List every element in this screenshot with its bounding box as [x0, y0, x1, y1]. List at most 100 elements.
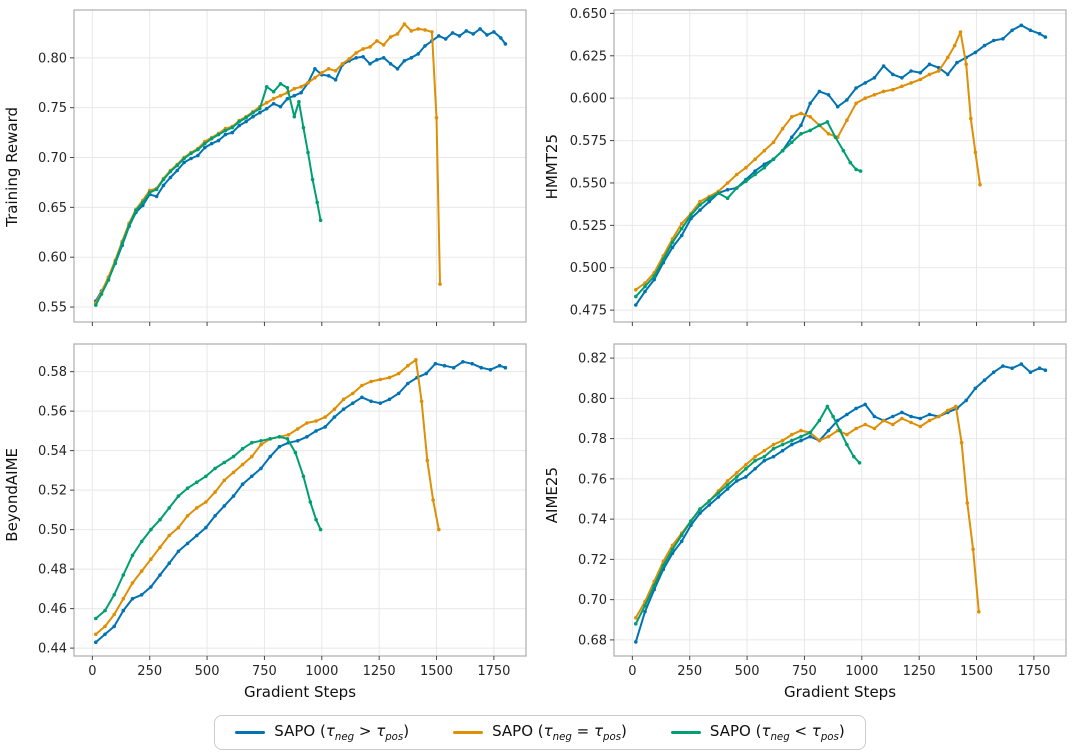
- series-marker-0: [1037, 31, 1042, 36]
- series-marker-1: [799, 428, 803, 433]
- series-marker-2: [799, 132, 803, 136]
- series-marker-1: [909, 420, 913, 425]
- series-marker-1: [437, 527, 441, 532]
- series-marker-0: [409, 56, 414, 60]
- series-marker-2: [141, 200, 145, 205]
- series-marker-0: [121, 608, 126, 613]
- y-axis-label-text: HMMT25: [543, 134, 561, 200]
- series-marker-2: [106, 278, 111, 282]
- series-marker-0: [341, 407, 346, 411]
- series-marker-1: [918, 424, 923, 429]
- series-marker-0: [299, 90, 303, 95]
- series-marker-0: [900, 76, 904, 80]
- y-tick-label: 0.46: [38, 602, 67, 617]
- series-marker-0: [442, 363, 447, 368]
- series-marker-0: [196, 153, 200, 158]
- y-tick-label: 0.44: [38, 642, 67, 657]
- series-marker-2: [182, 156, 186, 161]
- series-marker-1: [881, 89, 886, 94]
- series-marker-1: [314, 419, 318, 423]
- series-marker-0: [437, 34, 441, 38]
- series-marker-0: [679, 233, 684, 238]
- y-tick-label: 0.82: [578, 352, 607, 367]
- series-marker-1: [780, 438, 785, 443]
- series-marker-2: [698, 507, 702, 511]
- y-tick-label: 0.56: [38, 405, 67, 420]
- series-marker-2: [250, 440, 254, 445]
- x-tick-label: 500: [735, 664, 760, 679]
- series-marker-0: [982, 378, 987, 382]
- series-marker-1: [419, 399, 424, 404]
- series-marker-0: [499, 36, 503, 40]
- y-tick-label: 0.650: [570, 7, 607, 22]
- series-marker-1: [430, 30, 434, 34]
- series-marker-2: [185, 486, 190, 490]
- y-tick-label: 0.60: [38, 251, 67, 266]
- series-marker-2: [780, 148, 785, 153]
- series-marker-1: [634, 288, 638, 292]
- series-marker-1: [388, 35, 393, 39]
- series-marker-2: [707, 196, 711, 200]
- series-marker-1: [375, 39, 379, 43]
- series-marker-1: [891, 422, 895, 427]
- series-marker-1: [643, 281, 647, 285]
- series-marker-0: [351, 401, 355, 405]
- series-marker-1: [416, 27, 421, 31]
- series-marker-1: [817, 438, 822, 443]
- series-marker-0: [360, 395, 364, 400]
- series-marker-0: [451, 365, 456, 370]
- legend-swatch-green: [670, 730, 701, 734]
- series-marker-2: [318, 527, 323, 532]
- x-tick-label: 1250: [903, 664, 936, 679]
- series-marker-0: [845, 412, 849, 417]
- series-marker-1: [195, 506, 199, 510]
- y-tick-label: 0.74: [578, 513, 607, 528]
- series-marker-2: [161, 177, 166, 182]
- series-marker-1: [959, 440, 964, 445]
- series-marker-0: [707, 199, 711, 204]
- series-marker-0: [485, 33, 489, 37]
- series-marker-2: [196, 147, 200, 152]
- series-marker-0: [679, 539, 684, 544]
- series-marker-0: [634, 303, 638, 307]
- series-marker-1: [295, 427, 300, 431]
- series-line-0: [634, 363, 1047, 643]
- series-marker-1: [634, 616, 638, 620]
- series-marker-0: [216, 138, 221, 143]
- series-marker-1: [845, 432, 849, 437]
- series-marker-2: [167, 506, 171, 510]
- series-marker-2: [725, 483, 730, 487]
- series-marker-0: [326, 74, 331, 78]
- series-marker-2: [858, 169, 863, 173]
- x-tick-label: 250: [137, 664, 162, 679]
- series-marker-0: [1019, 23, 1024, 28]
- series-marker-1: [679, 221, 684, 226]
- series-marker-0: [1043, 35, 1048, 39]
- series-marker-0: [927, 412, 932, 417]
- series-marker-1: [954, 404, 958, 409]
- plot-border: [613, 343, 1067, 657]
- series-marker-2: [735, 475, 739, 479]
- series-marker-1: [808, 115, 812, 119]
- series-marker-1: [250, 454, 254, 459]
- series-marker-0: [182, 160, 186, 165]
- series-marker-2: [314, 517, 318, 522]
- series-marker-2: [204, 474, 208, 479]
- series-marker-1: [340, 62, 345, 66]
- series-marker-0: [149, 585, 153, 589]
- series-marker-1: [977, 609, 981, 614]
- series-marker-2: [825, 404, 830, 409]
- series-marker-2: [790, 438, 794, 443]
- y-tick-label: 0.76: [578, 472, 607, 487]
- series-marker-2: [176, 494, 181, 498]
- series-marker-0: [1019, 362, 1024, 366]
- series-marker-1: [185, 514, 190, 518]
- series-marker-1: [409, 29, 414, 33]
- series-marker-0: [643, 609, 647, 614]
- series-marker-0: [464, 29, 469, 33]
- series-marker-2: [643, 603, 647, 608]
- series-marker-0: [863, 81, 867, 85]
- series-marker-0: [176, 549, 181, 554]
- x-tick-label: 250: [677, 664, 702, 679]
